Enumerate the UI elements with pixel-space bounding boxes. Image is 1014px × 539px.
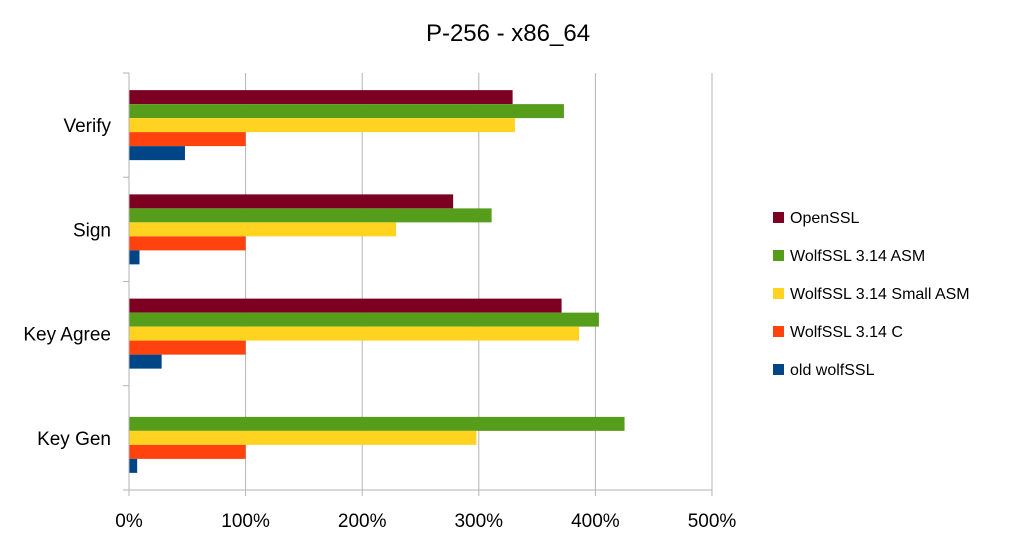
bar-wolfssl-3-14-asm-verify [129, 104, 564, 119]
bars [129, 90, 625, 473]
bar-old-wolfssl-key-agree [129, 354, 162, 369]
bar-old-wolfssl-sign [129, 250, 140, 265]
bar-old-wolfssl-verify [129, 146, 185, 161]
bar-wolfssl-3-14-asm-key-agree [129, 312, 599, 327]
legend-label: old wolfSSL [790, 362, 875, 379]
y-category-label: Key Agree [23, 325, 111, 346]
bar-wolfssl-3-14-c-sign [129, 236, 246, 251]
bar-wolfssl-3-14-small-asm-key-agree [129, 326, 580, 341]
y-category-label: Verify [63, 116, 111, 137]
y-category-label: Key Gen [37, 429, 111, 450]
chart-title: P-256 - x86_64 [426, 20, 590, 47]
legend-swatch [773, 364, 784, 375]
y-category-label: Sign [73, 220, 111, 241]
bar-wolfssl-3-14-small-asm-sign [129, 222, 397, 237]
x-tick-label: 500% [688, 511, 737, 532]
legend-label: WolfSSL 3.14 ASM [790, 248, 925, 265]
bar-wolfssl-3-14-asm-key-gen [129, 416, 625, 431]
bar-wolfssl-3-14-small-asm-verify [129, 118, 515, 133]
legend-swatch [773, 250, 784, 261]
bar-openssl-key-agree [129, 298, 562, 313]
bar-wolfssl-3-14-asm-sign [129, 208, 492, 223]
x-tick-label: 400% [571, 511, 620, 532]
bar-wolfssl-3-14-c-verify [129, 132, 246, 147]
bar-wolfssl-3-14-c-key-gen [129, 444, 246, 459]
legend-label: OpenSSL [790, 210, 859, 227]
x-tick-label: 200% [338, 511, 387, 532]
x-tick-label: 100% [221, 511, 270, 532]
legend-label: WolfSSL 3.14 Small ASM [790, 286, 970, 303]
legend-swatch [773, 288, 784, 299]
x-tick-label: 0% [115, 511, 143, 532]
bar-wolfssl-3-14-small-asm-key-gen [129, 430, 477, 445]
legend: OpenSSL WolfSSL 3.14 ASM WolfSSL 3.14 Smal… [773, 210, 970, 379]
legend-swatch [773, 212, 784, 223]
bar-old-wolfssl-key-gen [129, 458, 138, 473]
legend-label: WolfSSL 3.14 C [790, 324, 903, 341]
bar-wolfssl-3-14-c-key-agree [129, 340, 246, 355]
x-tick-label: 300% [454, 511, 503, 532]
bar-openssl-verify [129, 90, 513, 105]
bar-openssl-sign [129, 194, 454, 209]
legend-swatch [773, 326, 784, 337]
axes: 0% 100% 200% 300% 400% 500% Verify Sign Key Agre… [23, 72, 737, 532]
